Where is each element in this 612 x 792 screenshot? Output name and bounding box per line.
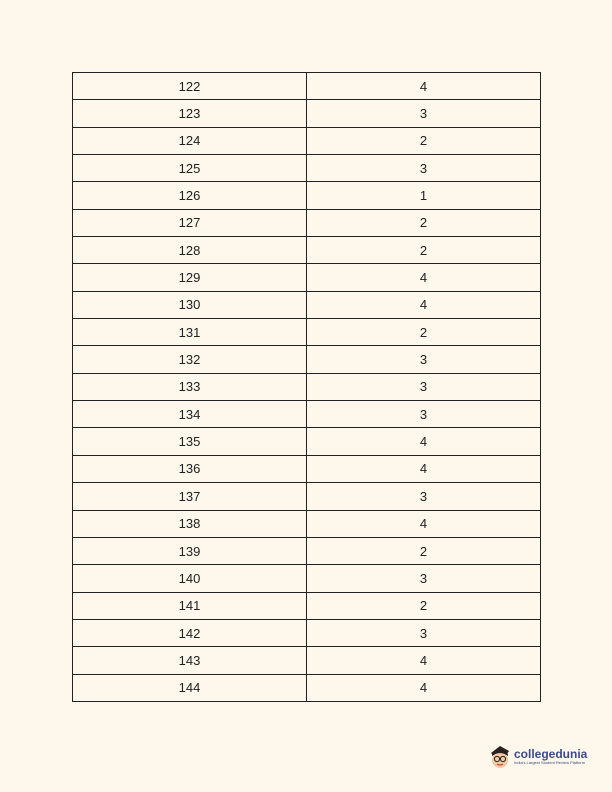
table-row: 139 2 (72, 536, 541, 566)
table-row: 131 2 (72, 318, 541, 347)
table-row: 142 3 (72, 618, 541, 648)
cell-value: 4 (306, 646, 541, 675)
table-row: 141 2 (72, 591, 541, 620)
cell-number: 135 (72, 427, 307, 456)
table-row: 122 4 (72, 71, 541, 101)
table-row: 144 4 (72, 673, 541, 702)
cell-number: 134 (72, 400, 307, 429)
table-row: 127 2 (72, 208, 541, 238)
table-row: 137 3 (72, 482, 541, 511)
cell-number: 123 (72, 99, 307, 128)
cell-value: 4 (306, 673, 541, 702)
cell-value: 2 (306, 126, 541, 156)
cell-number: 143 (72, 646, 307, 675)
cell-number: 127 (72, 208, 307, 238)
cell-value: 4 (306, 71, 541, 101)
cell-number: 122 (72, 71, 307, 101)
cell-value: 4 (306, 427, 541, 456)
cell-value: 4 (306, 290, 541, 320)
table-row: 125 3 (72, 154, 541, 183)
cell-number: 140 (72, 564, 307, 593)
cell-value: 3 (306, 372, 541, 402)
cell-number: 126 (72, 181, 307, 210)
table-row: 126 1 (72, 181, 541, 210)
table-row: 135 4 (72, 427, 541, 456)
cell-value: 3 (306, 400, 541, 429)
table-row: 134 3 (72, 400, 541, 429)
table-row: 143 4 (72, 646, 541, 675)
cell-number: 130 (72, 290, 307, 320)
table-row: 123 3 (72, 99, 541, 128)
cell-value: 1 (306, 181, 541, 210)
table-row: 138 4 (72, 509, 541, 538)
cell-number: 141 (72, 591, 307, 620)
cell-value: 3 (306, 564, 541, 593)
cell-value: 3 (306, 154, 541, 183)
table-row: 136 4 (72, 454, 541, 484)
cell-value: 2 (306, 536, 541, 566)
table-row: 130 4 (72, 290, 541, 320)
cell-value: 3 (306, 618, 541, 648)
cell-value: 2 (306, 591, 541, 620)
cell-number: 142 (72, 618, 307, 648)
cell-value: 2 (306, 318, 541, 347)
cell-number: 131 (72, 318, 307, 347)
cell-number: 132 (72, 345, 307, 374)
cell-value: 3 (306, 482, 541, 511)
logo-name: collegedunia (514, 747, 588, 761)
cell-number: 124 (72, 126, 307, 156)
cell-number: 138 (72, 509, 307, 538)
cell-number: 128 (72, 236, 307, 265)
cell-number: 144 (72, 673, 307, 702)
cell-value: 3 (306, 99, 541, 128)
table-row: 129 4 (72, 263, 541, 292)
table-row: 132 3 (72, 345, 541, 374)
cell-value: 2 (306, 236, 541, 265)
cell-value: 4 (306, 509, 541, 538)
cell-value: 3 (306, 345, 541, 374)
cell-value: 4 (306, 263, 541, 292)
cell-number: 129 (72, 263, 307, 292)
cell-value: 2 (306, 208, 541, 238)
logo-tagline: India's Largest Student Review Platform (514, 760, 586, 765)
cell-number: 133 (72, 372, 307, 402)
cell-number: 139 (72, 536, 307, 566)
data-table: 122 4 123 3 124 2 125 3 126 1 127 2 128 2 129 4 130 4 131 2… (72, 71, 541, 702)
table-row: 128 2 (72, 236, 541, 265)
cell-number: 136 (72, 454, 307, 484)
table-row: 140 3 (72, 564, 541, 593)
cell-number: 137 (72, 482, 307, 511)
table-row: 133 3 (72, 372, 541, 402)
cell-number: 125 (72, 154, 307, 183)
cell-value: 4 (306, 454, 541, 484)
collegedunia-logo: collegedunia India's Largest Student Rev… (489, 745, 587, 769)
table-row: 124 2 (72, 126, 541, 156)
mascot-face-icon (491, 746, 509, 768)
